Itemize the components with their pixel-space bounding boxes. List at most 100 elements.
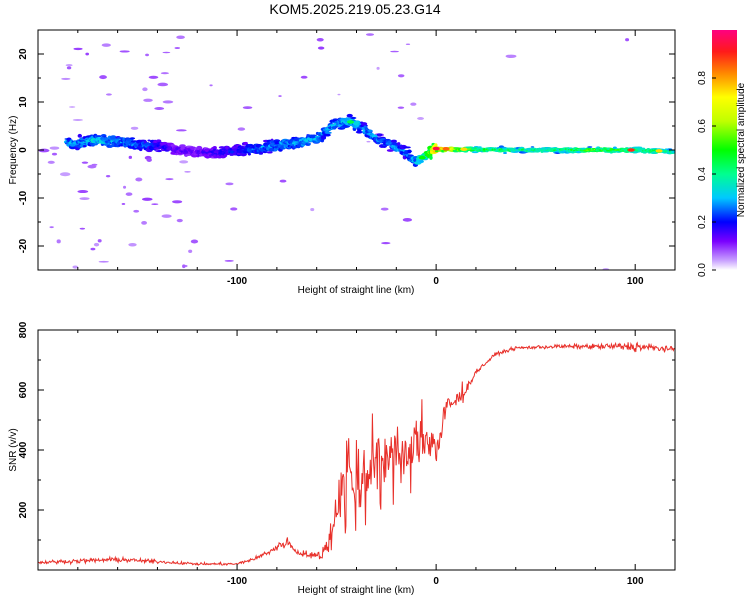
spectrogram-speckle [123,185,127,189]
spectrogram-speckle [417,117,425,120]
spectrogram-speckle [73,47,83,51]
spectrogram-cell [407,149,412,154]
y-tick-label: 600 [18,381,29,398]
spectrogram-cell [218,146,226,149]
y-tick-label: 800 [18,321,29,338]
spectrogram-speckle [65,64,73,67]
colorbar-ticks: 0.0 0.2 0.4 0.6 0.8 [697,71,716,277]
spectrogram-speckle [380,207,389,211]
colorbar-tick-label: 0.0 [697,263,708,277]
spectrogram-speckle [121,203,126,205]
x-tick-label: 100 [627,576,644,587]
spectrogram-cell [433,143,438,147]
spectrogram-cell [247,152,251,156]
spectrogram-speckle [51,152,58,156]
snr-x-axis-label: Height of straight line (km) [298,585,415,596]
spectrogram-speckle [128,155,133,159]
spectrogram-speckle [49,146,60,150]
spectrogram-speckle [317,46,325,50]
spectrogram-cell [367,129,373,132]
spectrogram-speckle [209,84,213,87]
spectrogram-cell [530,146,535,148]
x-tick-label: 0 [433,276,439,287]
spectrogram-speckle [410,102,417,106]
y-tick-label: -10 [18,190,29,205]
spectrogram-speckle [97,239,102,243]
spectrogram-speckle [162,51,171,54]
spectrogram-cell [156,139,162,143]
snr-panel: -100 0 100 200 400 600 800 Height of straight… [8,321,676,596]
spectrogram-speckle [397,74,405,78]
spectrogram-cell [403,146,411,149]
spectrogram-cell [138,147,143,152]
spectrogram-cell [355,130,363,134]
spectrogram-cell [262,151,268,154]
spectrogram-speckle [49,226,54,229]
spectrogram-cell [641,147,646,150]
spectrogram-speckle [316,37,324,42]
spectrogram-speckle [376,66,380,70]
spectrogram-speckle [242,106,253,109]
colorbar-tick-label: 0.2 [697,215,708,229]
spectrogram-speckle [184,171,191,173]
spectrogram-cell [612,146,617,150]
spectrogram-speckle [174,47,181,49]
spectrogram-speckle [381,242,391,245]
spectrogram-x-axis-label: Height of straight line (km) [298,285,415,296]
spectrogram-peak [655,149,663,153]
spectrogram-speckle [182,264,186,269]
spectrogram-speckle [179,160,189,164]
spectrogram-speckle [77,190,89,194]
spectrogram-speckle [47,160,55,164]
spectrogram-speckle [505,54,517,58]
spectrogram-speckle [176,35,185,40]
spectrogram-speckle [101,43,111,47]
spectrogram-speckle [72,265,79,269]
snr-y-ticks: 200 400 600 800 [18,321,675,571]
spectrogram-cell [323,133,331,137]
spectrogram-speckle [56,239,61,244]
spectrogram-peak [432,146,440,151]
spectrogram-speckle [61,77,71,80]
spectrogram-speckle [130,126,139,130]
spectrogram-heatmap [38,33,675,270]
spectrogram-speckle [405,43,411,45]
spectrogram-cell [360,122,368,126]
spectrogram-speckle [161,214,172,218]
spectrogram-speckle [224,259,234,262]
spectrogram-speckle [145,53,150,57]
spectrogram-speckle [237,127,246,131]
spectrogram-speckle [119,50,130,53]
spectrogram-speckle [142,87,148,92]
y-tick-label: 20 [18,48,29,60]
spectrogram-speckle [172,200,183,204]
colorbar-label: Normalized spectral amplitude [736,82,747,217]
spectrogram-cell [377,133,382,137]
spectrogram-speckle [162,100,174,104]
spectrogram-speckle [366,140,371,143]
spectrogram-speckle [143,98,153,102]
spectrogram-speckle [141,220,147,225]
y-tick-label: 0 [18,147,29,153]
spectrogram-cell [266,151,273,154]
spectrogram-cell [587,146,593,148]
spectrogram-cell [158,149,162,153]
spectrogram-speckle [90,247,96,251]
spectrogram-speckle [230,207,238,211]
spectrogram-cell [467,146,474,149]
spectrogram-y-ticks: -20 -10 0 10 20 [18,29,675,271]
chart-title: KOM5.2025.219.05.23.G14 [269,1,440,17]
spectrogram-speckle [165,178,174,181]
spectrogram-speckle [87,164,97,169]
spectrogram-speckle [146,158,152,162]
spectrogram-speckle [125,192,133,196]
spectrogram-cell [129,137,136,140]
spectrogram-speckle [98,260,109,263]
spectrogram-cell [429,155,433,160]
colorbar-tick-label: 0.6 [697,119,708,133]
spectrogram-speckle [68,106,76,108]
spectrogram-speckle [300,75,308,79]
y-tick-label: 200 [18,501,29,518]
spectrogram-speckle [188,249,193,254]
